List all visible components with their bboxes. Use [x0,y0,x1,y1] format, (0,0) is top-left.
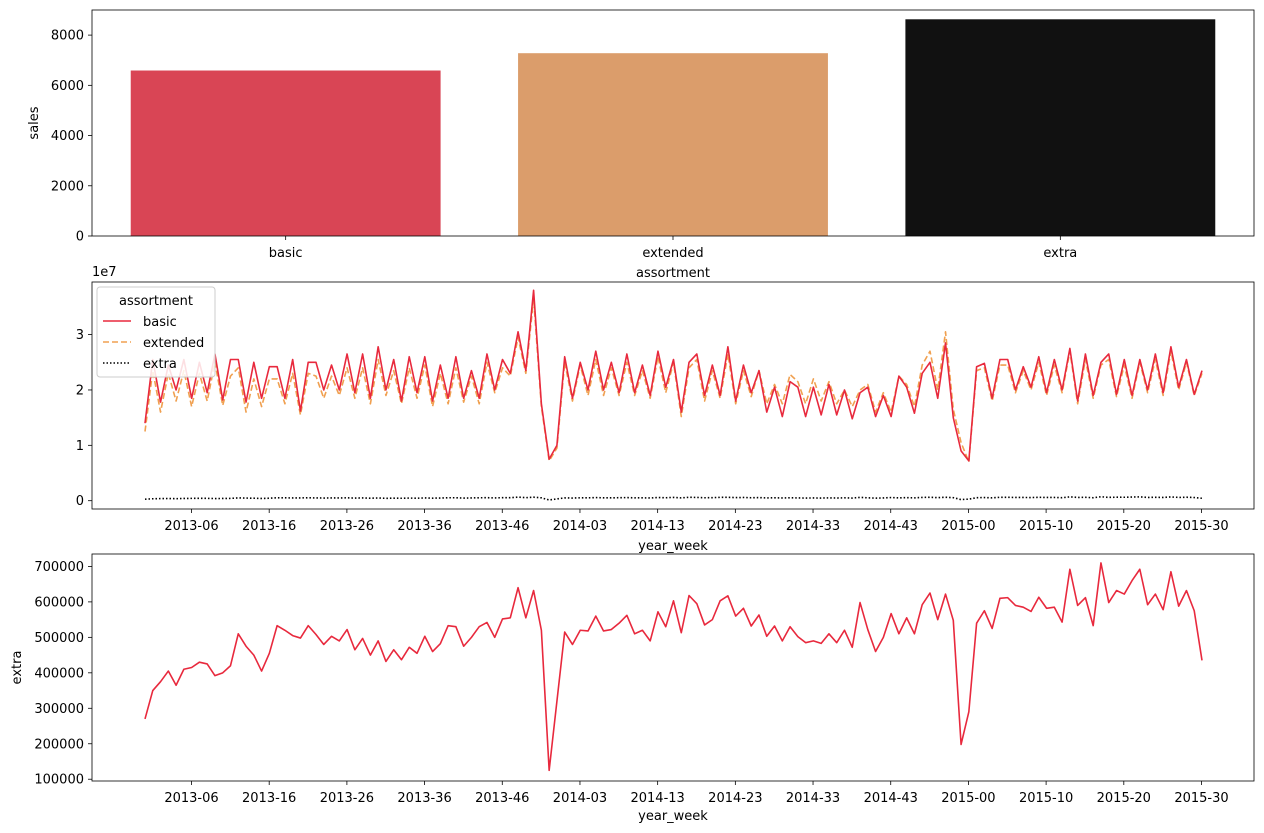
bar-chart-panel: basic extended extra 0 2000 4000 6000 8000 assor… [27,9,1255,281]
x-tick-label: 2014-43 [864,791,918,806]
x-tick-label: 2015-00 [941,519,995,534]
series-line-extra [144,562,1203,772]
bar-basic [130,70,441,236]
y-tick-label: 0 [76,494,84,509]
y-tick-label: 500000 [34,631,84,646]
legend-label-extra: extra [143,357,177,372]
x-tick-label: 2014-33 [786,519,840,534]
y-axis-label: extra [10,651,25,685]
x-tick-label: extended [642,246,703,261]
y-tick-label: 400000 [34,666,84,681]
x-tick-label: 2013-46 [475,519,529,534]
y-tick-label: 3 [76,328,84,343]
x-tick-label: 2014-03 [553,519,607,534]
extra-line-panel: 100000 200000 300000 400000 500000 600000 7000… [10,553,1255,824]
x-tick-label: 2015-30 [1174,791,1228,806]
x-tick-label: 2013-16 [242,519,296,534]
x-tick-label: 2014-13 [630,791,684,806]
x-tick-label: 2013-46 [475,791,529,806]
bar-extra [905,19,1216,237]
legend: assortment basic extended extra [96,286,216,378]
x-tick-label: 2015-30 [1174,519,1228,534]
y-tick-label: 100000 [34,773,84,788]
x-tick-label: 2015-00 [941,791,995,806]
y-tick-label: 2 [76,383,84,398]
y-tick-label: 0 [76,230,84,245]
y-tick-label: 2000 [51,179,84,194]
y-tick-label: 8000 [51,29,84,44]
series-line-extra [144,495,1203,501]
x-tick-label: 2013-26 [320,791,374,806]
y-multiplier-label: 1e7 [92,265,117,280]
legend-title: assortment [119,294,193,309]
x-tick-label: 2015-20 [1097,519,1151,534]
y-tick-label: 1 [76,439,84,454]
x-tick-label: 2014-33 [786,791,840,806]
x-tick-label: 2013-06 [164,791,218,806]
x-tick-label: 2014-43 [864,519,918,534]
line-chart-panel: 0 1 2 3 2013-06 2013-16 2013-26 2013-36 2013-46 2… [76,265,1255,554]
x-tick-label: 2014-23 [708,791,762,806]
axes-frame [91,9,1255,237]
y-tick-label: 6000 [51,79,84,94]
x-tick-label: 2013-36 [397,519,451,534]
y-tick-label: 4000 [51,129,84,144]
x-tick-label: 2015-10 [1019,791,1073,806]
y-tick-label: 600000 [34,595,84,610]
x-tick-label: 2014-13 [630,519,684,534]
axes-frame [91,553,1255,782]
x-tick-label: 2013-36 [397,791,451,806]
legend-label-extended: extended [143,336,204,351]
x-axis-label: year_week [638,809,708,824]
x-tick-label: extra [1043,246,1077,261]
x-tick-label: 2014-23 [708,519,762,534]
x-tick-label: 2013-16 [242,791,296,806]
legend-box [96,286,216,378]
series-line-basic [144,289,1203,462]
x-tick-label: 2015-10 [1019,519,1073,534]
x-tick-label: 2013-26 [320,519,374,534]
y-tick-label: 200000 [34,737,84,752]
x-tick-label: 2014-03 [553,791,607,806]
x-axis-label: year_week [638,539,708,554]
x-tick-label: 2013-06 [164,519,218,534]
x-axis-label: assortment [636,266,710,281]
x-tick-label: basic [269,246,303,261]
legend-label-basic: basic [143,315,177,330]
axes-frame [91,281,1255,510]
y-axis-label: sales [27,106,42,139]
y-tick-label: 700000 [34,560,84,575]
x-tick-label: 2015-20 [1097,791,1151,806]
y-tick-label: 300000 [34,702,84,717]
bar-extended [518,53,828,236]
